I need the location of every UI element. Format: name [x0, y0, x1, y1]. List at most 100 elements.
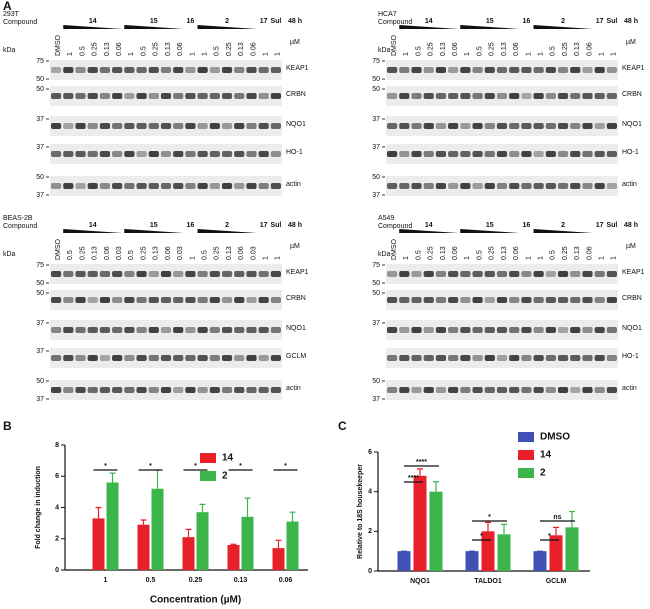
group-label: 15 [486, 18, 494, 25]
band [594, 297, 605, 303]
band [509, 387, 520, 393]
band [173, 297, 184, 303]
band [270, 387, 281, 393]
band [448, 183, 459, 189]
band [136, 183, 147, 189]
band [606, 183, 617, 189]
group-label: 16 [187, 18, 195, 25]
band [63, 271, 74, 277]
band [258, 271, 269, 277]
band [185, 93, 196, 99]
lane-label: 1 [525, 52, 532, 56]
band [124, 297, 135, 303]
band [75, 183, 86, 189]
lane-label: 0.13 [501, 42, 508, 56]
band [387, 151, 398, 157]
group-label: Sul [606, 18, 617, 25]
band [51, 271, 62, 277]
protein-label: KEAP1 [286, 269, 309, 276]
band [435, 123, 447, 129]
bar [241, 516, 254, 570]
band [258, 93, 269, 99]
kda-marker: 75 [36, 262, 44, 269]
band [197, 355, 208, 361]
band [387, 355, 398, 361]
band [87, 93, 98, 99]
protein-label: KEAP1 [622, 65, 645, 72]
band [124, 327, 135, 333]
band [209, 183, 220, 189]
band [533, 67, 544, 73]
error-bar [199, 503, 206, 513]
band [460, 93, 471, 99]
y-axis-label: Relative to 18S housekeeper [357, 464, 364, 559]
legend-label: 2 [540, 468, 546, 479]
band [173, 93, 184, 99]
band [448, 123, 459, 129]
band [185, 387, 196, 393]
band [411, 123, 422, 129]
panel-label: B [3, 419, 12, 433]
unit-label: µM [626, 39, 636, 46]
lane-label: 0.06 [452, 246, 459, 260]
band [594, 271, 605, 277]
band [399, 151, 410, 157]
lane-label: 1 [189, 52, 196, 56]
error-bar [553, 526, 559, 536]
band [533, 183, 544, 189]
lane-label: 0.06 [513, 246, 520, 260]
band [521, 183, 532, 189]
band [148, 271, 159, 277]
panel-label: A [3, 0, 12, 13]
lane-label: 0.25 [428, 246, 435, 260]
legend-swatch [518, 432, 534, 442]
band [606, 327, 617, 333]
lane-label: 0.13 [440, 246, 447, 260]
x-tick-label: 0.5 [146, 577, 156, 584]
lane-label: 0.13 [440, 42, 447, 56]
bar [272, 548, 285, 570]
time-label: 48 h [624, 18, 638, 25]
band [258, 297, 269, 303]
band [51, 67, 62, 73]
band [160, 93, 172, 99]
group-label: 14 [425, 222, 433, 229]
band [258, 151, 269, 157]
band [234, 67, 245, 73]
band [545, 327, 556, 333]
lane-label: 1 [464, 256, 471, 260]
unit-label: µM [626, 243, 636, 250]
band [448, 327, 459, 333]
protein-label: GCLM [286, 353, 306, 360]
lane-label: 0.06 [116, 42, 123, 56]
band [387, 271, 398, 277]
band [51, 183, 62, 189]
band [509, 67, 520, 73]
band [435, 67, 447, 73]
wedge [460, 229, 520, 233]
band [570, 67, 581, 73]
band [423, 355, 434, 361]
band [99, 123, 111, 129]
band [185, 271, 196, 277]
band [209, 93, 220, 99]
protein-label: CRBN [286, 91, 306, 98]
band [124, 183, 135, 189]
time-label: 48 h [288, 222, 302, 229]
lane-label: 0.03 [116, 246, 123, 260]
lane-label: 0.25 [562, 246, 569, 260]
kda-marker: 75 [372, 262, 380, 269]
band [99, 297, 111, 303]
blot-strip [50, 320, 282, 340]
band [87, 123, 98, 129]
significance-label: **** [408, 475, 419, 482]
band [270, 271, 281, 277]
band [221, 151, 233, 157]
band [75, 151, 86, 157]
band [472, 387, 483, 393]
band [75, 387, 86, 393]
time-label: 48 h [624, 222, 638, 229]
band [484, 271, 495, 277]
lane-label: 1 [275, 52, 282, 56]
band [160, 67, 172, 73]
